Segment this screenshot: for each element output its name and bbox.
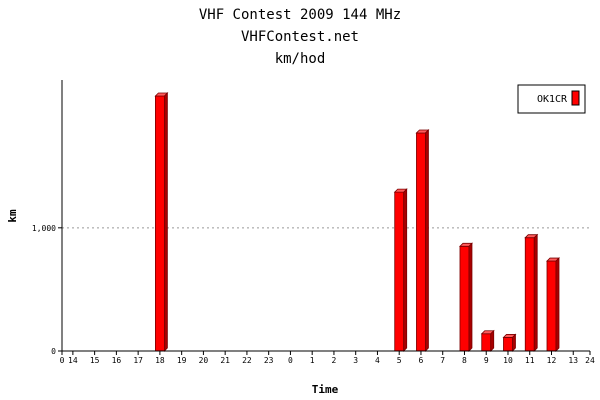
bar-front [524,237,535,352]
bar-front [154,95,165,352]
x-tick-label: 9 [484,356,489,365]
x-tick-label: 7 [440,356,445,365]
bar-side [468,242,473,352]
x-tick-label: 18 [155,356,165,365]
bar-side [163,92,168,352]
bar-front [503,337,513,352]
legend-label: OK1CR [537,94,568,105]
y-axis-label: km [6,209,19,223]
bar-front [459,245,470,352]
bar [154,92,169,352]
x-tick-label: 3 [353,356,358,365]
x-tick-label: 2 [332,356,337,365]
bar-side [533,233,538,352]
bar-side [425,129,429,352]
x-tick-label: 5 [397,356,402,365]
x-tick-label: 4 [375,356,380,365]
x-tick-label: 13 [568,356,578,365]
x-tick-label: 15 [90,356,100,365]
bar-side [555,257,560,352]
chart-title: VHF Contest 2009 144 MHz [199,7,401,23]
x-tick-label: 24 [585,356,595,365]
x-tick-label: 0 [288,356,293,365]
x-tick-label: 11 [525,356,535,365]
x-tick-label: 23 [264,356,274,365]
x-tick-label: 1 [310,356,315,365]
chart-subtitle: VHFContest.net [241,29,359,45]
x-axis-label: Time [312,383,339,396]
x-tick-label: 8 [462,356,467,365]
chart-subtitle-units: km/hod [275,51,326,67]
bar [524,233,539,352]
y-ticks: 0 1,000 [32,224,62,356]
x-tick-label: 19 [177,356,187,365]
x-tick-label: 12 [547,356,557,365]
legend: OK1CR [517,84,586,114]
bar [459,242,473,352]
bar-side [403,188,408,352]
bar [546,257,560,352]
bar [415,129,430,352]
bar-side [490,329,495,352]
bar-side [512,333,516,352]
x-tick-label: 0 [60,356,65,365]
x-tick-label: 22 [242,356,252,365]
bar [480,329,495,352]
bar [393,188,408,352]
bar-front [394,191,405,352]
x-tick-label: 16 [112,356,122,365]
y-tick-label: 0 [51,347,56,356]
x-tick-label: 14 [68,356,78,365]
legend-swatch [571,90,580,106]
bar [502,333,517,352]
bar-front [546,260,557,352]
x-tick-label: 20 [199,356,209,365]
bars-layer [154,92,560,352]
x-tick-label: 6 [419,356,424,365]
y-tick-label: 1,000 [32,224,56,233]
bar-front [416,132,426,352]
x-tick-label: 10 [503,356,513,365]
bar-front [481,333,492,352]
x-tick-label: 21 [220,356,230,365]
x-tick-label: 17 [133,356,143,365]
